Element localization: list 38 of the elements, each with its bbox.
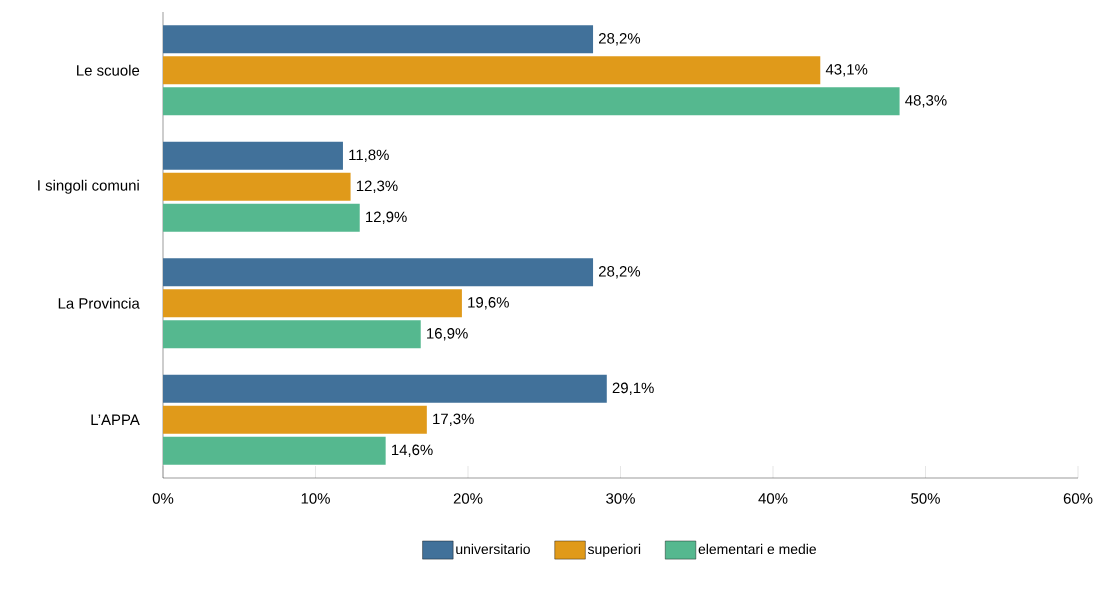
y-tick-label: L’APPA	[91, 414, 140, 425]
y-tick-label: La Provincia	[58, 297, 140, 309]
data-label: 28,2%	[599, 33, 641, 46]
data-label: 43,1%	[825, 64, 868, 77]
x-tick-label: 50%	[911, 493, 940, 504]
bar	[163, 25, 594, 54]
bar	[163, 289, 462, 318]
legend-label: elementari e medie	[698, 543, 817, 555]
data-label: 29,1%	[612, 382, 654, 395]
data-label: 28,2%	[599, 266, 641, 279]
y-tick-label: Le scuole	[77, 64, 140, 76]
data-label: 14,6%	[391, 444, 433, 457]
bar	[163, 374, 607, 403]
bar	[163, 141, 343, 170]
x-tick-label: 10%	[301, 493, 330, 504]
bar	[163, 258, 594, 287]
data-label: 17,3%	[433, 413, 474, 426]
x-tick-label: 40%	[758, 493, 788, 504]
bar	[163, 436, 386, 465]
bar	[163, 87, 900, 116]
x-tick-label: 30%	[606, 493, 635, 504]
data-label: 16,9%	[427, 328, 468, 341]
data-label: 12,3%	[356, 180, 398, 193]
bar	[163, 172, 351, 201]
legend-label: universitario	[456, 543, 530, 555]
bar	[163, 405, 427, 434]
y-tick-label: I singoli comuni	[38, 179, 139, 194]
bar	[163, 56, 821, 85]
x-tick-label: 0%	[152, 493, 174, 504]
legend-label: superiori	[587, 543, 641, 557]
data-label: 11,8%	[349, 149, 389, 162]
data-label: 19,6%	[468, 297, 509, 310]
x-tick-label: 60%	[1063, 493, 1093, 504]
bar	[163, 320, 421, 349]
data-label: 48,3%	[905, 95, 947, 108]
x-tick-label: 20%	[453, 493, 483, 504]
data-label: 12,9%	[366, 211, 407, 224]
bar	[163, 203, 360, 232]
